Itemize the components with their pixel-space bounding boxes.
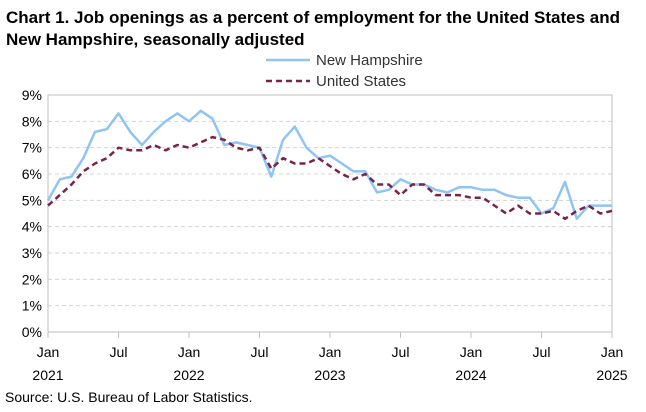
y-tick-label: 5% <box>22 192 42 208</box>
chart-title: Chart 1. Job openings as a percent of em… <box>6 8 620 49</box>
y-tick-label: 7% <box>22 140 42 156</box>
x-axis: Jan 2021 Jul Jan 2022 Jul Jan 2023 Jul Jan 2024 Jul… <box>32 332 628 383</box>
x-tick-label: Jul <box>110 344 128 360</box>
y-tick-label: 4% <box>22 219 42 235</box>
x-tick-year-label: 2024 <box>455 367 486 383</box>
x-tick-label: Jul <box>533 344 551 360</box>
x-tick-label: Jul <box>392 344 410 360</box>
x-tick-year-label: 2022 <box>173 367 204 383</box>
y-axis: 0% 1% 2% 3% 4% 5% 6% 7% 8% 9% <box>22 87 42 340</box>
legend: New Hampshire United States <box>266 52 423 90</box>
y-tick-label: 6% <box>22 166 42 182</box>
legend-label: New Hampshire <box>316 52 423 69</box>
x-tick-label: Jan <box>178 344 201 360</box>
plot-frame <box>47 94 613 333</box>
x-tick-label: Jan <box>319 344 342 360</box>
y-tick-label: 8% <box>22 113 42 129</box>
x-tick-year-label: 2025 <box>596 367 627 383</box>
plot-border <box>47 94 613 333</box>
x-tick-year-label: 2023 <box>314 367 345 383</box>
y-tick-label: 0% <box>22 324 42 340</box>
x-tick-label: Jan <box>601 344 624 360</box>
x-tick-label: Jan <box>37 344 60 360</box>
y-tick-label: 2% <box>22 271 42 287</box>
x-tick-label: Jul <box>251 344 269 360</box>
gridlines <box>48 120 612 307</box>
y-tick-label: 9% <box>22 87 42 103</box>
series-line-united-states <box>47 135 613 221</box>
series-line-new-hampshire <box>46 109 612 221</box>
legend-label: United States <box>316 73 406 90</box>
y-tick-label: 1% <box>22 298 42 314</box>
source-note: Source: U.S. Bureau of Labor Statistics. <box>5 389 253 405</box>
y-tick-label: 3% <box>22 245 42 261</box>
x-tick-year-label: 2021 <box>32 367 63 383</box>
x-tick-label: Jan <box>460 344 483 360</box>
series-layer <box>46 109 613 221</box>
